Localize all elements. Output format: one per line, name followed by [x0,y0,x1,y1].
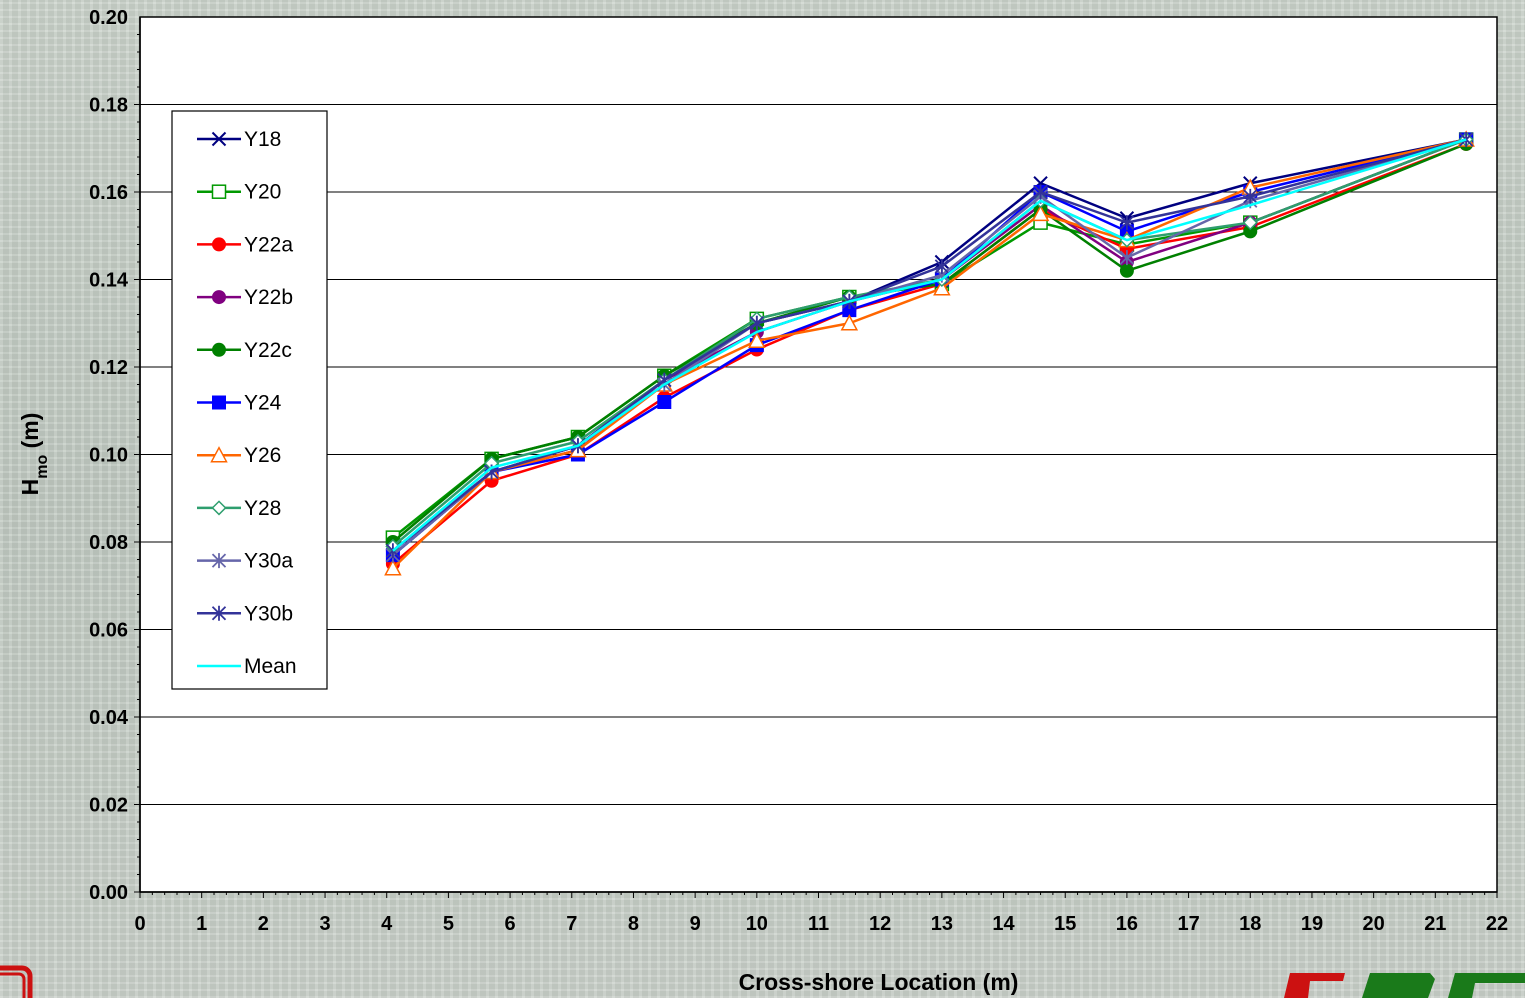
grid-lines [140,16,1497,805]
legend-marker-y20 [211,184,227,199]
x-tick-label: 12 [869,913,891,935]
y-axis-title-subscript: mo [34,455,51,479]
data-point-y30b [934,258,950,274]
x-tick-label: 21 [1424,913,1446,935]
x-tick-label: 22 [1486,913,1508,935]
legend-label-y22a: Y22a [244,233,293,256]
y-tick-label: 0.16 [89,182,128,204]
x-tick-label: 2 [258,913,269,935]
data-point-y28 [1242,215,1258,231]
x-tick-label: 14 [992,913,1015,935]
legend-entry-y22c: Y22c [197,339,292,362]
x-tick-label: 10 [746,913,768,935]
x-tick-label: 19 [1301,913,1323,935]
legend-marker-y22b [212,290,226,305]
y-axis-title-main: H [17,479,43,496]
y-tick-label: 0.18 [89,95,128,117]
y-axis-title-unit: (m) [17,413,43,455]
data-point-y30b [749,315,764,331]
legend-label-mean: Mean [244,655,297,678]
y-tick-label: 0.12 [89,357,128,379]
series-group [384,130,1475,576]
brand-logo-fragment [1284,973,1525,998]
legend-entry-y22a: Y22a [197,233,293,256]
x-tick-label: 1 [196,913,207,935]
x-tick-label: 17 [1177,913,1199,935]
data-point-y30b [1033,184,1048,200]
y-tick-label: 0.00 [89,882,128,904]
legend-entry-y30a: Y30a [197,550,293,573]
legend-label-y18: Y18 [244,128,281,151]
legend-entry-y20: Y20 [197,181,281,204]
x-tick-label: 7 [566,913,577,935]
legend-label-y28: Y28 [244,497,281,520]
y-tick-label: 0.02 [89,795,128,817]
x-tick-label: 20 [1363,913,1385,935]
legend-marker-y22c [212,342,226,357]
left-logo-fragment [0,965,33,998]
legend-label-y26: Y26 [244,444,281,467]
x-tick-label: 15 [1054,913,1076,935]
x-tick-label: 18 [1239,913,1261,935]
y-tick-label: 0.06 [89,620,128,642]
legend-label-y30a: Y30a [244,550,293,573]
legend-entry-y22b: Y22b [197,286,293,309]
series-line-mean [392,138,1467,552]
data-point-y24 [657,395,672,409]
legend-marker-y28 [211,500,227,516]
legend-marker-y22a [212,237,226,252]
y-tick-label: 0.08 [89,532,128,554]
legend-marker-y30a [211,553,227,569]
x-tick-label: 9 [690,913,701,935]
data-point-y26 [933,279,951,296]
legend-entry-y18: Y18 [197,128,281,151]
x-tick-label: 4 [381,913,393,935]
x-tick-label: 3 [319,913,330,935]
legend-entry-y26: Y26 [197,444,281,467]
data-point-y26 [748,331,766,348]
x-axis-title: Cross-shore Location (m) [739,969,1019,995]
y-tick-label: 0.14 [89,270,129,292]
data-point-y30b [1119,215,1135,231]
data-point-y30b [1459,132,1474,147]
legend-marker-y26 [210,446,228,463]
legend: Y18 Y20 Y22a Y22b Y22c Y24 Y26 Y28 Y30a Y30b Mean [171,110,328,690]
series-mean [392,138,1467,552]
legend-marker-y18 [211,131,227,147]
y-tick-label: 0.20 [89,7,128,29]
data-point-y26 [1031,204,1050,222]
legend-entry-y30b: Y30b [197,602,293,625]
legend-label-y22b: Y22b [244,286,293,309]
y-tick-label: 0.10 [89,445,128,467]
data-point-y26 [384,559,402,576]
legend-entry-y24: Y24 [197,392,282,415]
x-tick-label: 5 [443,913,454,935]
legend-marker-y30b [211,605,227,621]
x-axis-ticks: 0 1 2 3 4 5 6 7 8 9 10 11 12 13 14 15 16 17 18 19 20 21 22 [134,892,1508,935]
legend-label-y20: Y20 [244,181,281,204]
data-point-y26 [840,314,859,331]
data-point-y22c [1119,263,1134,278]
legend-entry-mean: Mean [197,655,297,678]
x-tick-label: 8 [628,913,639,935]
x-tick-label: 0 [134,913,145,935]
x-tick-label: 16 [1116,913,1138,935]
legend-entry-y28: Y28 [197,497,281,520]
legend-label-y30b: Y30b [244,602,293,625]
x-tick-label: 13 [931,913,953,935]
x-tick-label: 6 [505,913,516,935]
legend-label-y22c: Y22c [244,339,292,362]
x-tick-label: 11 [808,913,829,935]
y-axis-ticks: 0.00 0.02 0.04 0.06 0.08 0.10 0.12 0.14 0.16 0.18… [89,7,140,904]
data-point-y30a [1119,250,1135,266]
data-point-y30b [1243,188,1258,204]
legend-label-y24: Y24 [244,392,282,415]
y-axis-title: Hmo (m) [17,413,51,496]
legend-box [171,110,328,690]
legend-marker-y24 [212,395,226,410]
y-tick-label: 0.04 [89,707,129,729]
